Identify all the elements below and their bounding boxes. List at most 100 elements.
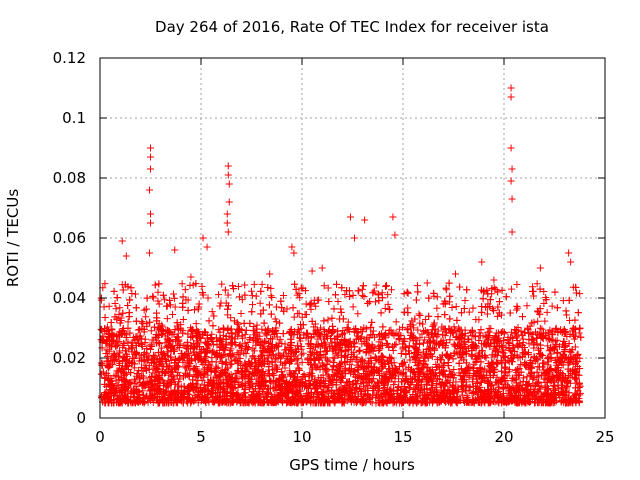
data-point	[551, 382, 559, 390]
data-point	[494, 312, 502, 320]
data-point	[271, 355, 279, 363]
data-point	[270, 331, 278, 339]
data-point	[398, 378, 406, 386]
data-point	[519, 313, 527, 321]
data-point	[233, 349, 241, 357]
data-point	[298, 313, 306, 321]
data-point	[406, 384, 414, 392]
data-point	[409, 391, 417, 399]
data-point	[488, 351, 496, 359]
data-point	[513, 281, 521, 289]
data-point	[308, 349, 316, 357]
data-point	[280, 291, 288, 299]
data-point	[392, 340, 400, 348]
data-point	[221, 368, 229, 376]
data-point	[233, 357, 241, 365]
data-point	[226, 351, 234, 359]
data-point	[213, 365, 221, 373]
data-point	[432, 379, 440, 387]
data-point	[109, 360, 117, 368]
data-point	[546, 365, 554, 373]
data-point	[448, 304, 456, 312]
data-point	[268, 294, 276, 302]
data-point	[116, 304, 124, 312]
data-point	[547, 336, 555, 344]
data-point	[483, 310, 491, 318]
data-point	[507, 328, 515, 336]
data-point	[465, 336, 473, 344]
data-point	[559, 297, 567, 305]
data-point	[268, 335, 276, 343]
data-point	[329, 354, 337, 362]
data-point	[423, 328, 431, 336]
data-point	[100, 303, 108, 311]
data-point	[562, 307, 570, 315]
data-point	[545, 335, 553, 343]
data-point	[317, 324, 325, 332]
data-point	[247, 287, 255, 295]
data-point	[346, 356, 354, 364]
data-point	[168, 311, 176, 319]
data-point	[258, 280, 266, 288]
data-point	[269, 347, 277, 355]
data-point	[478, 308, 486, 316]
data-point	[413, 282, 421, 290]
data-point	[396, 325, 404, 333]
data-point	[475, 316, 483, 324]
data-point	[414, 326, 422, 334]
data-point	[104, 326, 112, 334]
data-point	[97, 370, 105, 378]
data-point	[460, 304, 468, 312]
data-point	[544, 358, 552, 366]
data-point	[577, 333, 585, 341]
data-point	[496, 298, 504, 306]
data-point	[121, 281, 129, 289]
data-point	[322, 354, 330, 362]
data-point	[301, 310, 309, 318]
data-point	[181, 286, 189, 294]
data-point	[498, 286, 506, 294]
data-point	[227, 314, 235, 322]
data-point	[258, 351, 266, 359]
data-point	[519, 335, 527, 343]
data-point	[543, 308, 551, 316]
data-point	[136, 332, 144, 340]
data-point	[576, 364, 584, 372]
data-point	[324, 316, 332, 324]
data-point	[379, 363, 387, 371]
data-point	[179, 315, 187, 323]
data-point	[401, 377, 409, 385]
data-point	[271, 315, 279, 323]
data-point	[544, 342, 552, 350]
data-point	[295, 289, 303, 297]
data-point	[235, 293, 243, 301]
data-point	[147, 327, 155, 335]
data-point	[230, 352, 238, 360]
data-point	[324, 392, 332, 400]
data-point	[551, 288, 559, 296]
data-point	[473, 384, 481, 392]
data-point	[558, 381, 566, 389]
data-point	[174, 324, 182, 332]
data-point	[513, 333, 521, 341]
data-point	[446, 336, 454, 344]
data-point	[383, 340, 391, 348]
data-point	[111, 300, 119, 308]
data-point	[227, 345, 235, 353]
data-point	[525, 380, 533, 388]
data-point	[346, 361, 354, 369]
data-point	[298, 358, 306, 366]
data-point	[486, 296, 494, 304]
data-point	[122, 333, 130, 341]
data-point	[412, 397, 420, 405]
data-point	[293, 291, 301, 299]
data-point	[184, 338, 192, 346]
data-point	[433, 293, 441, 301]
data-point	[406, 380, 414, 388]
data-point	[332, 291, 340, 299]
data-point	[169, 342, 177, 350]
data-point	[110, 287, 118, 295]
data-point	[290, 313, 298, 321]
data-point	[429, 381, 436, 389]
data-point	[134, 326, 142, 334]
